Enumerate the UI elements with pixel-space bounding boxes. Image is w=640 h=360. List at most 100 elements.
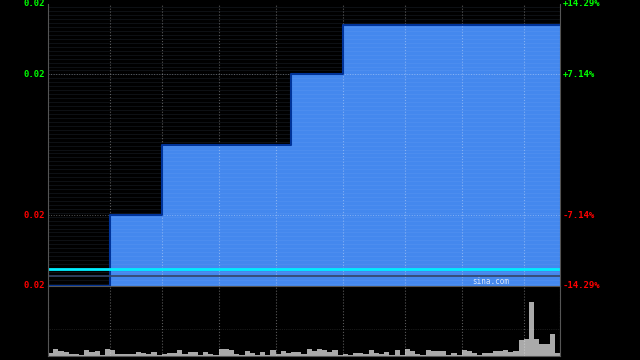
Bar [327,352,332,356]
Bar [389,355,394,356]
Text: sina.com: sina.com [472,277,509,286]
Bar [131,354,136,356]
Bar [498,351,503,356]
Bar [369,350,374,356]
Text: -14.29%: -14.29% [563,282,600,291]
Bar [503,350,508,356]
Bar [53,350,58,356]
Bar [255,355,260,356]
Bar [312,351,317,356]
Bar [203,352,209,356]
Bar [493,351,498,356]
Bar [162,354,167,356]
Bar [353,354,358,356]
Bar [229,350,234,356]
Bar [136,352,141,356]
Bar [281,351,286,356]
Bar [239,355,244,356]
Bar [147,354,152,356]
Bar [483,354,488,356]
Bar [193,352,198,356]
Bar [405,349,410,356]
Bar [467,351,472,356]
Bar [540,344,545,356]
Text: +14.29%: +14.29% [563,0,600,8]
Bar [100,355,105,356]
Bar [338,355,343,356]
Bar [125,354,131,356]
Bar [488,354,493,356]
Bar [301,354,307,356]
Bar [524,339,529,356]
Bar [182,354,188,356]
Bar [348,355,353,356]
Bar [141,353,147,356]
Bar [224,349,229,356]
Text: 0.02: 0.02 [24,0,45,8]
Bar [177,351,182,356]
Text: -7.14%: -7.14% [563,211,595,220]
Bar [84,350,90,356]
Bar [415,354,420,356]
Bar [426,350,431,356]
Bar [265,355,270,356]
Bar [244,351,250,356]
Bar [364,354,369,356]
Bar [410,351,415,356]
Bar [296,352,301,356]
Bar [399,355,405,356]
Bar [172,352,177,356]
Bar [209,354,214,356]
Bar [508,352,513,356]
Bar [513,351,518,356]
Bar [332,350,338,356]
Bar [115,354,120,356]
Text: 0.02: 0.02 [24,282,45,291]
Bar [394,350,399,356]
Bar [555,353,560,356]
Bar [260,352,265,356]
Bar [188,352,193,356]
Bar [550,334,555,356]
Bar [90,352,95,356]
Bar [105,349,110,356]
Bar [545,343,550,356]
Bar [560,351,565,356]
Bar [374,353,379,356]
Bar [343,354,348,356]
Text: 0.02: 0.02 [24,70,45,79]
Bar [472,353,477,356]
Bar [441,351,446,356]
Bar [157,355,162,356]
Bar [379,354,384,356]
Bar [74,355,79,356]
Bar [63,352,68,356]
Bar [322,350,327,356]
Bar [234,354,239,356]
Bar [58,351,63,356]
Bar [152,352,157,356]
Bar [420,355,426,356]
Bar [214,355,219,356]
Bar [291,352,296,356]
Bar [456,355,461,356]
Bar [250,353,255,356]
Bar [534,339,540,356]
Bar [219,350,224,356]
Bar [270,350,276,356]
Bar [436,351,441,356]
Bar [431,351,436,356]
Text: +7.14%: +7.14% [563,70,595,79]
Bar [276,354,281,356]
Bar [48,353,53,356]
Text: 0.02: 0.02 [24,211,45,220]
Bar [120,354,125,356]
Bar [110,350,115,356]
Bar [518,340,524,356]
Bar [167,353,172,356]
Bar [461,350,467,356]
Bar [477,355,483,356]
Bar [198,355,203,356]
Bar [451,353,456,356]
Bar [95,351,100,356]
